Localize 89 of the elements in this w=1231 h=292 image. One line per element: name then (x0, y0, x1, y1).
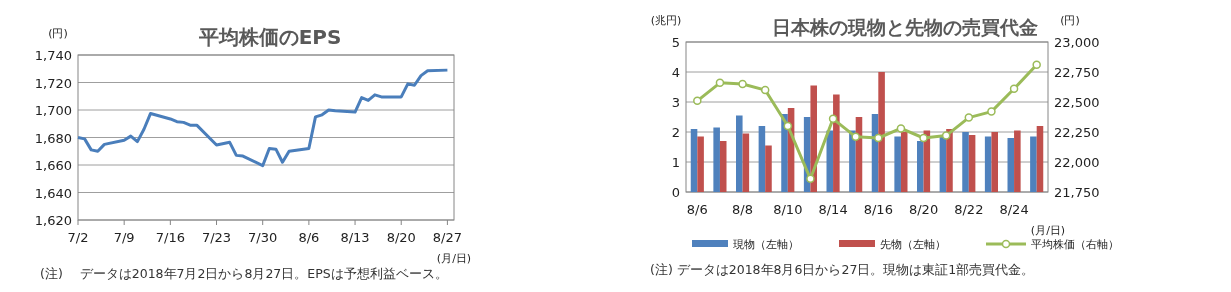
point (851, 132, 860, 142)
y-tick-label: 2 (671, 125, 680, 140)
x-tick-label: 8/8 (732, 202, 754, 217)
point (760, 85, 770, 95)
x-tick-label: 8/20 (908, 202, 939, 217)
y-tick-label: 1 (671, 155, 680, 170)
bar (765, 145, 772, 192)
legend-label: 平均株価（右軸） (1031, 238, 1119, 251)
bar (742, 133, 750, 192)
bar (984, 136, 992, 192)
y-tick-label: 1,740 (34, 48, 72, 63)
y-tick-label: 1,720 (34, 75, 72, 91)
y2-axis-title: (円) (1060, 14, 1080, 27)
x-tick-label: 7/16 (155, 230, 185, 245)
bar (968, 135, 976, 192)
legend-label: 先物（左軸） (880, 238, 946, 251)
x-tick-label: 7/30 (248, 230, 278, 245)
bar (697, 136, 704, 192)
y2-tick-label: 21,750 (1054, 185, 1100, 200)
point (693, 96, 702, 106)
chart-title: 平均株価のEPS (197, 25, 342, 49)
bar (849, 130, 856, 192)
point (806, 174, 815, 184)
bar (690, 129, 698, 192)
chart-title: 日本株の現物と先物の売買代金 (772, 16, 1038, 38)
bar (1014, 130, 1021, 192)
bar (833, 94, 840, 192)
point (987, 107, 996, 116)
x-tick-label: 8/24 (999, 202, 1029, 217)
x-tick-label: 8/20 (386, 230, 416, 245)
x-tick-label: 8/10 (773, 202, 803, 217)
bar (781, 114, 788, 192)
x-tick-label: 8/27 (432, 230, 463, 245)
point (874, 133, 883, 143)
bar (900, 132, 908, 192)
y-axis-title: (兆円) (650, 14, 682, 27)
point (919, 133, 928, 143)
point (1009, 84, 1019, 94)
bar (713, 127, 720, 192)
y-tick-label: 1,680 (34, 130, 72, 146)
point (1032, 60, 1041, 70)
bar (917, 141, 924, 192)
y-tick-label: 1,700 (34, 103, 72, 118)
y2-tick-label: 23,000 (1054, 35, 1100, 50)
y-tick-label: 3 (671, 95, 680, 110)
x-tick-label: 8/6 (298, 230, 320, 245)
point (964, 113, 974, 122)
bar (736, 115, 743, 192)
point (715, 78, 725, 88)
x-axis-title: (月/日) (1030, 224, 1066, 237)
x-tick-label: 8/16 (863, 202, 893, 217)
x-tick-label: 8/14 (818, 202, 848, 217)
y-tick-label: 1,640 (34, 185, 72, 201)
bar (1036, 126, 1044, 192)
y2-tick-label: 22,250 (1054, 125, 1100, 140)
bar (719, 141, 727, 192)
line-series (76, 68, 449, 168)
point (738, 79, 747, 89)
bar (1030, 136, 1037, 192)
x-tick-label: 7/9 (113, 230, 135, 245)
text: (注) データは2018年8月6日から27日。現物は東証1部売買代金。 (650, 262, 1035, 277)
bar (758, 126, 766, 192)
bar (946, 129, 953, 192)
x-tick-label: 8/22 (954, 202, 984, 217)
y-tick-label: 5 (671, 35, 680, 50)
y2-tick-label: 22,000 (1054, 155, 1100, 170)
point (783, 121, 793, 131)
x-tick-label: 7/2 (67, 230, 89, 245)
bar (894, 136, 901, 192)
y-tick-label: 4 (671, 65, 680, 80)
x-tick-label: 8/6 (686, 202, 708, 217)
y2-tick-label: 22,750 (1054, 65, 1100, 80)
point (828, 114, 838, 124)
bar (991, 132, 998, 192)
y-axis-title: (円) (48, 27, 68, 40)
y-tick-label: 1,660 (34, 158, 72, 173)
x-tick-label: 8/13 (340, 230, 370, 245)
y-tick-label: 1,620 (34, 213, 72, 228)
y2-tick-label: 22,500 (1054, 95, 1100, 110)
point (896, 124, 906, 133)
text: (注) データは2018年7月2日から8月27日。EPSは予想利益ベース。 (40, 266, 448, 281)
bar (962, 132, 969, 192)
y-tick-label: 0 (671, 185, 680, 200)
point (941, 131, 951, 140)
x-tick-label: 7/23 (201, 230, 232, 245)
bar (1007, 138, 1015, 192)
x-axis-title: (月/日) (436, 252, 472, 265)
bar (878, 72, 885, 192)
legend-label: 現物（左軸） (733, 238, 799, 251)
